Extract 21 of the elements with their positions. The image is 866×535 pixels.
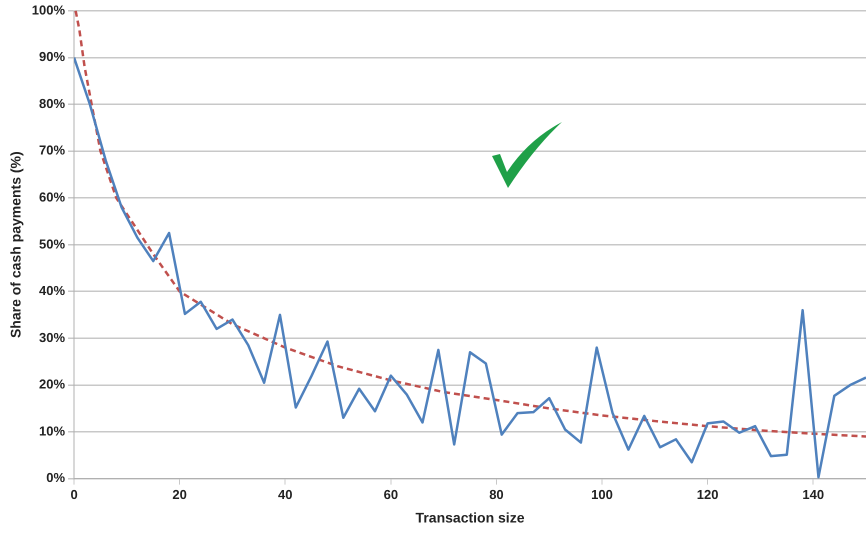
y-tick-label: 60% [39, 190, 66, 204]
y-tick-label: 0% [46, 470, 66, 486]
y-tick-label: 10% [39, 423, 66, 438]
y-tick-label: 80% [39, 96, 66, 111]
y-tick-label: 50% [39, 236, 66, 252]
y-tick-label: 20% [39, 376, 66, 392]
y-tick-label: 40% [39, 283, 66, 298]
x-tick-label: 140 [802, 486, 824, 502]
y-axis-title: Share of cash payments (%) [7, 151, 24, 338]
x-axis-title: Transaction size [416, 509, 525, 526]
y-tick-label: 100% [32, 2, 66, 18]
x-tick-label: 120 [696, 486, 718, 502]
x-tick-label: 80 [489, 486, 504, 502]
y-tick-label: 30% [39, 330, 66, 345]
y-tick-label: 70% [39, 142, 66, 158]
x-tick-label: 60 [384, 486, 398, 502]
x-tick-label: 20 [172, 486, 187, 502]
x-tick-label: 0 [70, 486, 78, 502]
x-tick-label: 100 [591, 486, 613, 502]
y-tick-label: 90% [39, 49, 66, 64]
x-tick-label: 40 [278, 486, 292, 502]
